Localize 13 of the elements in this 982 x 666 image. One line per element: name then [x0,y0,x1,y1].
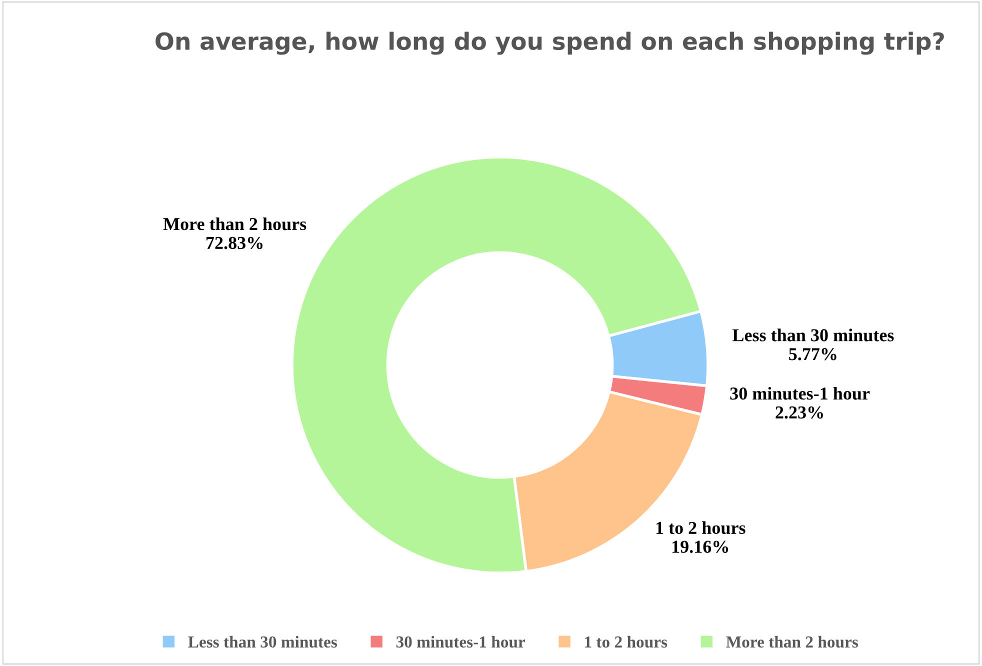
data-label: 2.23% [776,406,823,419]
data-label: 19.16% [672,540,728,553]
legend-label: Less than 30 minutes [188,636,338,648]
legend-label: 30 minutes-1 hour [396,636,526,648]
legend-label: 1 to 2 hours [585,636,668,648]
data-label: 5.77% [789,348,836,360]
slice-label: Less than 30 minutes [732,328,894,342]
slice-label: 1 to 2 hours [656,521,746,534]
data-label: 72.83% [206,236,262,250]
legend-label: More than 2 hours [726,636,858,648]
chart-title: On average, how long do you spend on each shopping trip? [156,32,944,55]
slice-label: More than 2 hours [163,217,306,230]
slice-label: 30 minutes-1 hour [730,386,870,400]
